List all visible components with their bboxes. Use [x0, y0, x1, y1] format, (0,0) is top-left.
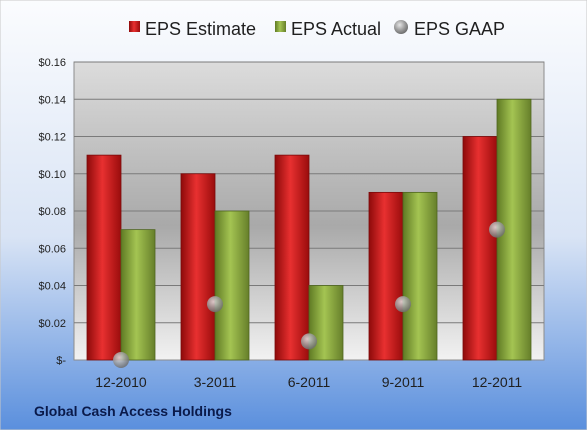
bar-eps-estimate	[274, 154, 310, 361]
marker-eps-gaap	[207, 296, 223, 313]
marker-eps-gaap	[489, 221, 505, 238]
y-tick-label: $0.12	[38, 132, 66, 144]
marker-eps-gaap	[395, 296, 411, 313]
legend-label-gaap: EPS GAAP	[414, 19, 505, 39]
x-tick-label: 12-2011	[472, 374, 523, 390]
y-tick-label: $0.08	[38, 206, 66, 218]
y-tick-label: $-	[56, 355, 66, 367]
y-tick-label: $0.10	[38, 169, 66, 181]
y-tick-label: $0.16	[38, 57, 66, 69]
gaap-markers	[113, 221, 505, 368]
legend-swatch-estimate	[129, 21, 140, 32]
y-tick-label: $0.06	[38, 243, 66, 255]
bar-eps-actual	[120, 229, 156, 361]
company-name: Global Cash Access Holdings	[34, 403, 232, 419]
bar-eps-actual	[308, 285, 344, 361]
y-tick-label: $0.14	[38, 94, 66, 106]
legend: EPS Estimate EPS Actual EPS GAAP	[129, 19, 505, 39]
x-tick-label: 3-2011	[194, 374, 237, 390]
x-tick-label: 6-2011	[288, 374, 331, 390]
x-tick-label: 12-2010	[95, 374, 147, 390]
bars	[86, 98, 532, 361]
legend-swatch-actual	[275, 21, 286, 32]
y-axis: $- $0.02 $0.04 $0.06 $0.08 $0.10 $0.12 $0.14 $0.…	[38, 57, 66, 367]
bar-eps-estimate	[180, 173, 216, 361]
legend-label-actual: EPS Actual	[291, 19, 381, 39]
marker-eps-gaap	[301, 333, 317, 350]
bar-eps-estimate	[462, 136, 498, 361]
legend-marker-gaap	[394, 20, 408, 34]
bar-eps-estimate	[368, 191, 404, 361]
x-axis: 12-2010 3-2011 6-2011 9-2011 12-2011	[95, 374, 522, 390]
y-tick-label: $0.04	[38, 281, 66, 293]
bar-eps-estimate	[86, 154, 122, 361]
marker-eps-gaap	[113, 352, 129, 368]
x-tick-label: 9-2011	[382, 374, 425, 390]
legend-label-estimate: EPS Estimate	[145, 19, 256, 39]
y-tick-label: $0.02	[38, 318, 66, 330]
bar-eps-actual	[214, 210, 250, 361]
bar-eps-actual	[402, 191, 438, 361]
